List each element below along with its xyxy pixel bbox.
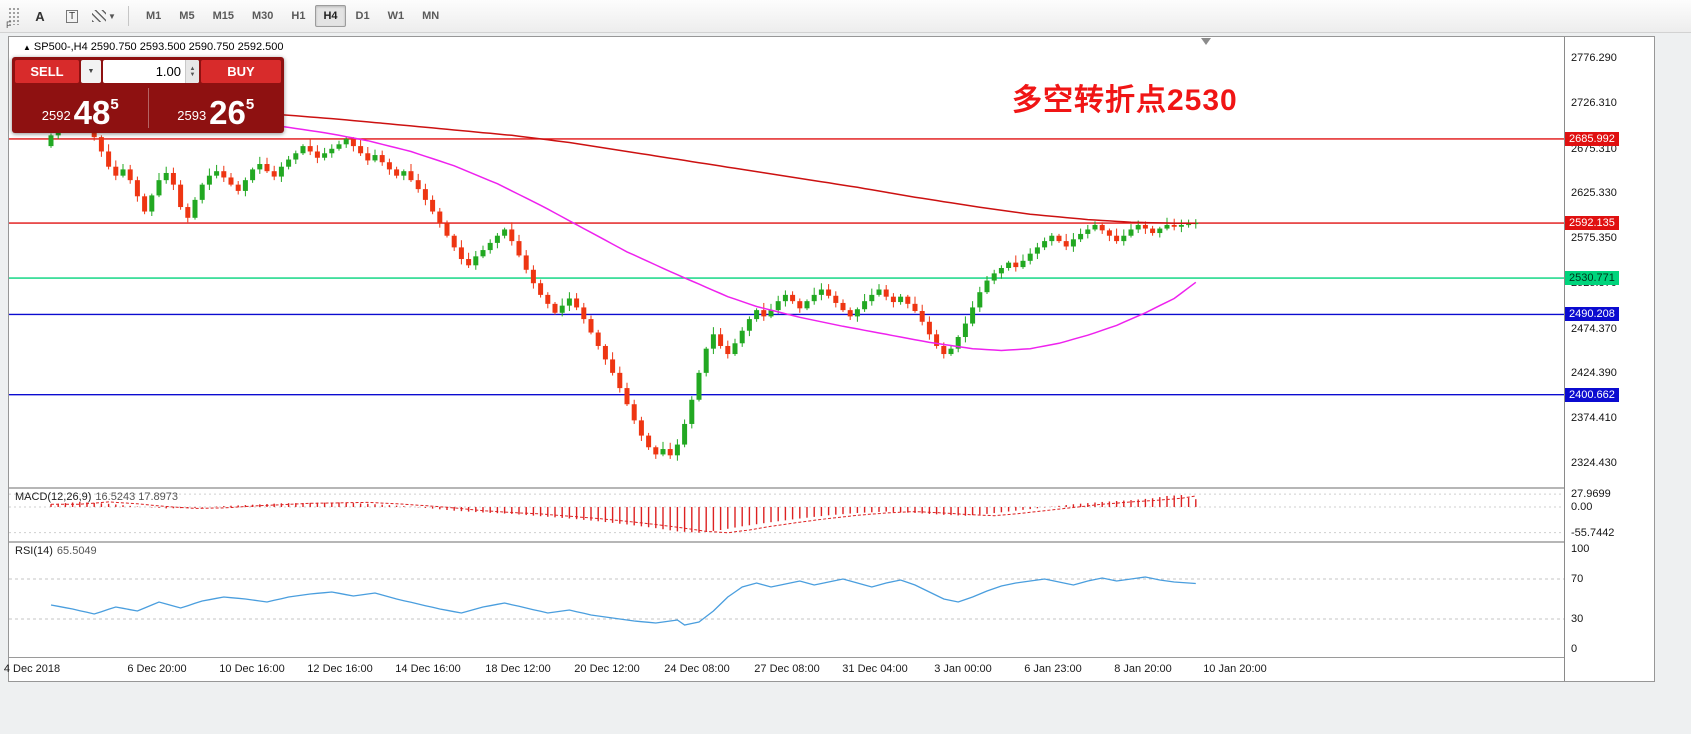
ohlc-values: 2590.750 2593.500 2590.750 2592.500 (90, 41, 284, 53)
bid-prefix: 2592 (41, 108, 71, 123)
time-axis-label: 20 Dec 12:00 (574, 663, 640, 675)
candles-group (48, 106, 1199, 461)
text-cursor-tool[interactable]: A (27, 3, 53, 29)
timeframe-m5[interactable]: M5 (179, 10, 195, 22)
time-axis-label: 8 Jan 20:00 (1114, 663, 1172, 675)
chevron-down-icon: ▼ (108, 11, 116, 21)
volume-input[interactable]: 1.00 ▲ ▼ (103, 60, 199, 83)
text-a-icon: A (35, 8, 45, 24)
rsi-axis-label: 0 (1571, 643, 1578, 655)
time-axis-label: 6 Jan 23:00 (1024, 663, 1082, 675)
time-axis-label: 10 Jan 20:00 (1203, 663, 1267, 675)
macd-signal-line (51, 495, 1196, 534)
rsi-axis-label: 70 (1571, 573, 1584, 585)
price-scale[interactable]: 2776.290 2726.310 2675.310 2625.330 2575.350… (1564, 37, 1654, 681)
time-axis-label: 14 Dec 16:00 (395, 663, 461, 675)
timeframe-mn[interactable]: MN (422, 10, 440, 22)
timeframe-w1[interactable]: W1 (387, 10, 405, 22)
time-axis-label: 24 Dec 08:00 (664, 663, 730, 675)
sell-button[interactable]: SELL (15, 60, 79, 83)
bid-pip-digit: 5 (110, 96, 119, 113)
price-level-badge: 2490.208 (1565, 307, 1619, 322)
pane-separator-1[interactable] (9, 487, 1654, 489)
rsi-axis-label: 100 (1571, 543, 1590, 555)
timeframe-m1[interactable]: M1 (146, 10, 162, 22)
toolbar: F A T ▼ M1 M5 M15 M30 H1 H4 D1 W1 MN (0, 0, 1691, 33)
macd-label: MACD(12,26,9) 16.5243 17.8973 (15, 491, 179, 503)
ask-prefix: 2593 (177, 108, 207, 123)
toolbar-f-label: F (6, 20, 12, 30)
fast-ma-line (281, 125, 1197, 352)
chart-annotation-text: 多空转折点2530 (1012, 84, 1238, 117)
text-label-tool[interactable]: T (59, 3, 85, 29)
price-axis-label: 2575.350 (1571, 232, 1617, 245)
macd-axis-label: -55.7442 (1571, 526, 1615, 539)
price-axis-label: 2776.290 (1571, 52, 1617, 64)
bid-big-digits: 48 (73, 93, 111, 131)
price-level-badge: 2530.771 (1565, 271, 1619, 286)
price-divider (147, 88, 149, 128)
order-type-dropdown[interactable]: ▼ (81, 60, 101, 83)
slow-ma-line (281, 113, 1196, 224)
price-level-badge: 2685.992 (1565, 131, 1619, 146)
ask-price[interactable]: 2593 26 5 (151, 86, 282, 130)
rsi-label: RSI(14) 65.5049 (15, 545, 97, 557)
rsi-line (50, 576, 1196, 626)
macd-axis-label: 27.9699 (1571, 488, 1611, 501)
toolbar-separator (128, 6, 129, 26)
ask-big-digits: 26 (209, 93, 246, 131)
buy-button[interactable]: BUY (201, 60, 281, 83)
timeframe-m30[interactable]: M30 (251, 10, 274, 22)
time-axis-label: 18 Dec 12:00 (485, 663, 551, 675)
time-axis-label: 31 Dec 04:00 (842, 663, 908, 675)
step-down-icon[interactable]: ▼ (189, 71, 196, 78)
volume-value[interactable]: 1.00 (155, 64, 181, 79)
chart-window: ▲ SP500-,H4 2590.750 2593.500 2590.750 25… (4, 36, 1655, 682)
price-axis-label: 2625.330 (1571, 187, 1617, 200)
macd-pane[interactable] (9, 489, 1564, 541)
price-chart-pane[interactable] (9, 37, 1564, 487)
timeframe-h1[interactable]: H1 (291, 10, 306, 22)
time-axis-label: 6 Dec 20:00 (127, 663, 187, 675)
pane-separator-2[interactable] (9, 541, 1654, 543)
one-click-trade-panel: SELL ▼ 1.00 ▲ ▼ BUY 2592 48 5 2593 26 5 (12, 57, 284, 133)
time-axis-label: 3 Jan 00:00 (934, 663, 992, 675)
rsi-axis-label: 30 (1571, 613, 1584, 625)
time-axis-label: 12 Dec 16:00 (307, 663, 373, 675)
price-axis-label: 2474.370 (1571, 322, 1617, 335)
timeframe-d1[interactable]: D1 (355, 10, 370, 22)
macd-axis-label: 0.00 (1571, 501, 1593, 513)
price-level-badge: 2400.662 (1565, 387, 1619, 402)
toolbar-drag-handle[interactable] (8, 7, 20, 25)
price-level-badge: 2592.135 (1565, 216, 1619, 231)
macd-histogram (50, 495, 1197, 533)
volume-stepper[interactable]: ▲ ▼ (185, 60, 199, 83)
price-axis-label: 2726.310 (1571, 96, 1617, 109)
text-t-icon: T (65, 9, 79, 23)
rsi-pane[interactable] (9, 543, 1564, 657)
time-axis-label: 10 Dec 16:00 (219, 663, 285, 675)
ask-pip-digit: 5 (245, 96, 255, 113)
step-up-icon[interactable]: ▲ (189, 65, 196, 72)
bid-price[interactable]: 2592 48 5 (15, 86, 146, 130)
timeframe-m15[interactable]: M15 (212, 10, 234, 22)
price-axis-label: 2324.430 (1571, 457, 1617, 469)
price-axis-label: 2374.410 (1571, 412, 1617, 425)
price-axis-label: 2424.390 (1571, 367, 1617, 380)
symbol-timeframe: SP500-,H4 (33, 41, 88, 53)
time-axis[interactable]: 4 Dec 2018 6 Dec 20:00 10 Dec 16:00 12 Dec … (4, 657, 1654, 681)
chart-shift-marker[interactable] (1201, 38, 1211, 45)
expand-triangle-icon[interactable]: ▲ (23, 43, 31, 52)
time-axis-label: 4 Dec 2018 (3, 663, 61, 675)
time-axis-label: 27 Dec 08:00 (754, 663, 820, 675)
quote-line: ▲ SP500-,H4 2590.750 2593.500 2590.750 25… (23, 41, 284, 53)
line-style-icon (92, 10, 107, 22)
timeframe-h4[interactable]: H4 (315, 5, 346, 27)
line-styles-tool[interactable]: ▼ (91, 3, 117, 29)
